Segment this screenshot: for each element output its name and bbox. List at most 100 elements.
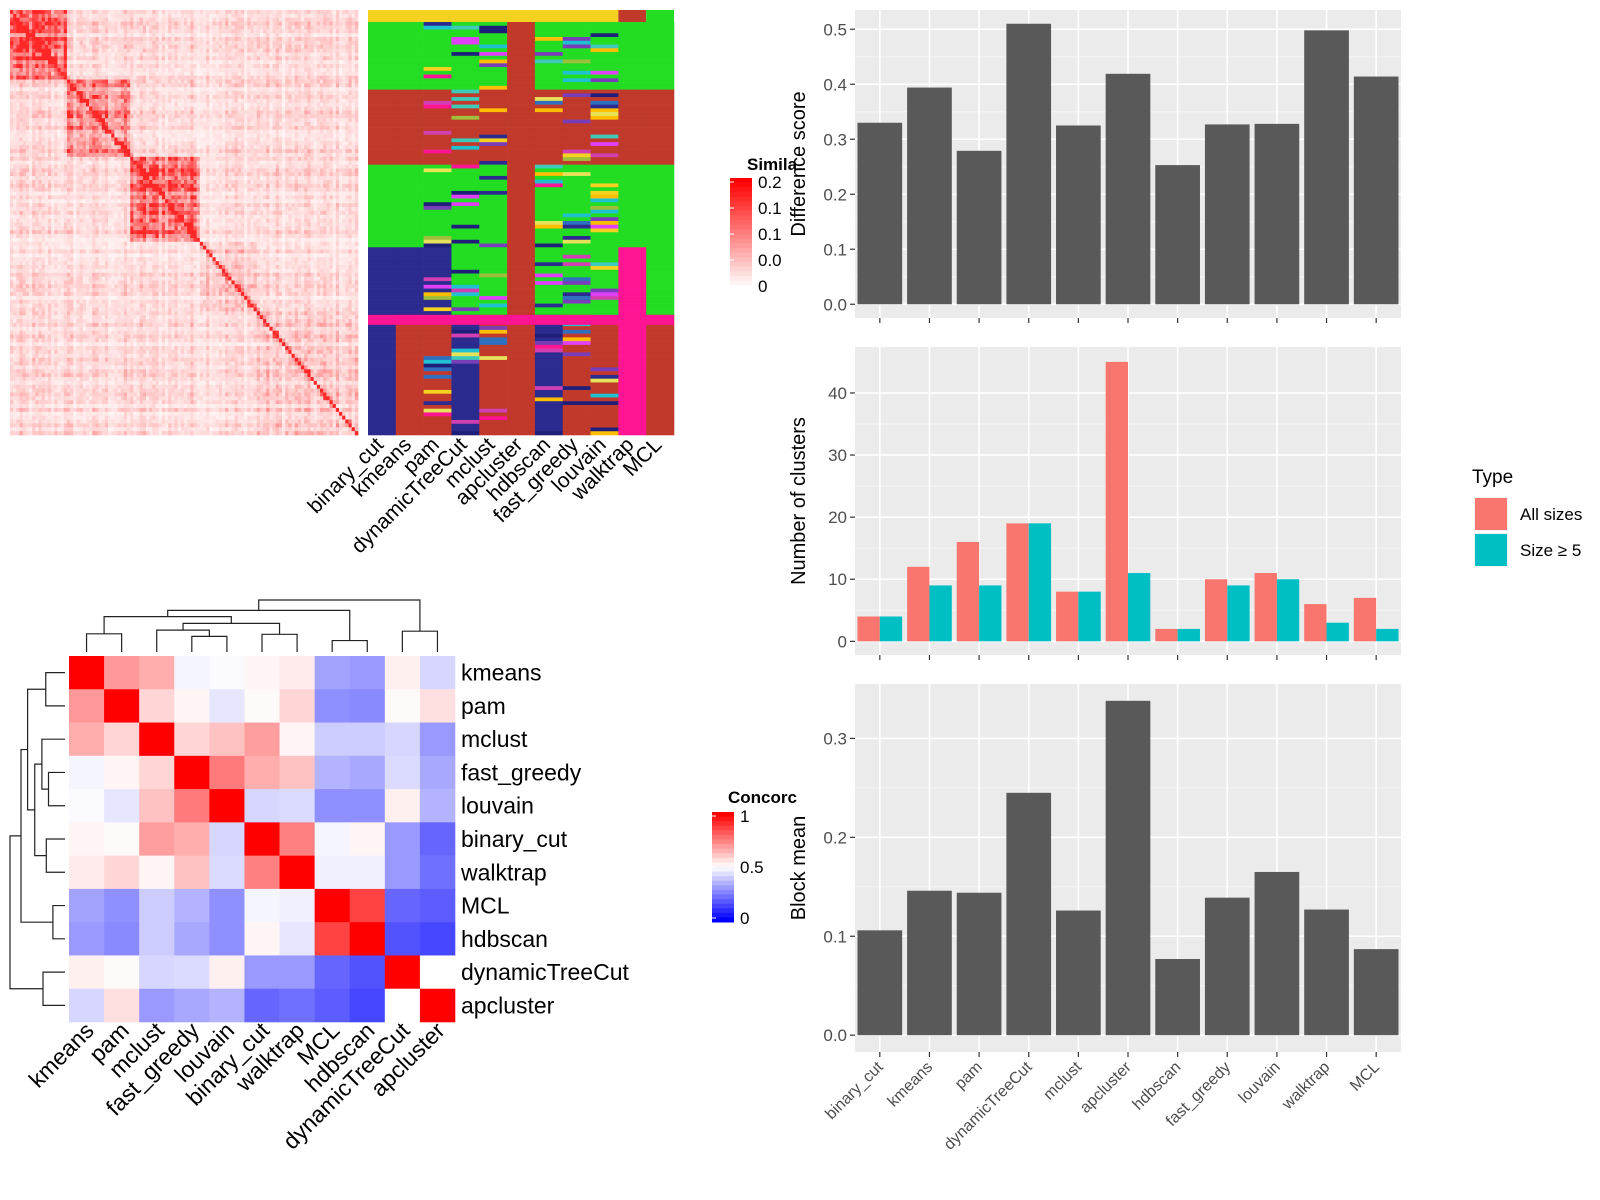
similarity-cell: [161, 106, 166, 111]
similarity-cell: [152, 122, 156, 127]
similarity-cell: [152, 125, 156, 131]
similarity-cell: [13, 56, 17, 61]
similarity-cell: [313, 48, 318, 53]
similarity-cell: [146, 98, 150, 104]
similarity-cell: [323, 21, 327, 26]
similarity-cell: [291, 52, 296, 57]
similarity-cell: [25, 110, 30, 115]
similarity-cell: [171, 60, 175, 65]
similarity-cell: [136, 122, 141, 127]
similarity-cell: [98, 133, 103, 138]
similarity-cell: [10, 122, 14, 127]
similarity-cell: [301, 98, 305, 104]
similarity-cell: [225, 176, 229, 181]
similarity-cell: [92, 172, 96, 177]
similarity-cell: [85, 56, 90, 61]
similarity-cell: [10, 10, 14, 15]
similarity-cell: [82, 114, 87, 119]
similarity-cell: [133, 98, 137, 104]
similarity-cell: [165, 52, 169, 57]
similarity-cell: [44, 106, 49, 111]
similarity-cell: [38, 56, 42, 61]
similarity-cell: [278, 102, 283, 107]
similarity-cell: [63, 37, 68, 42]
similarity-cell: [345, 60, 349, 65]
similarity-cell: [133, 149, 137, 154]
similarity-cell: [285, 17, 289, 22]
similarity-cell: [272, 48, 277, 53]
similarity-cell: [240, 129, 245, 134]
similarity-cell: [259, 176, 264, 181]
similarity-cell: [332, 164, 337, 169]
similarity-cell: [146, 52, 150, 57]
similarity-cell: [307, 149, 311, 154]
similarity-cell: [288, 180, 292, 185]
similarity-cell: [193, 48, 197, 53]
similarity-cell: [123, 133, 128, 138]
similarity-cell: [101, 118, 106, 123]
similarity-cell: [335, 91, 340, 96]
similarity-cell: [25, 21, 30, 26]
similarity-cell: [142, 129, 147, 134]
similarity-cell: [136, 118, 141, 123]
similarity-cell: [310, 33, 315, 38]
similarity-cell: [161, 87, 166, 92]
similarity-cell: [199, 13, 204, 19]
similarity-cell: [168, 48, 172, 53]
similarity-cell: [332, 110, 337, 115]
similarity-cell: [149, 122, 153, 127]
similarity-cell: [47, 37, 52, 42]
similarity-cell: [95, 180, 99, 185]
similarity-cell: [307, 106, 311, 111]
similarity-cell: [196, 145, 201, 150]
similarity-cell: [155, 21, 160, 26]
similarity-cell: [92, 129, 96, 134]
similarity-cell: [82, 91, 87, 96]
similarity-cell: [269, 33, 273, 38]
similarity-cell: [57, 106, 61, 111]
similarity-cell: [171, 129, 175, 134]
similarity-cell: [10, 125, 14, 131]
similarity-cell: [250, 129, 254, 134]
similarity-cell: [310, 17, 315, 22]
similarity-cell: [212, 102, 216, 107]
similarity-cell: [304, 98, 308, 104]
similarity-cell: [225, 122, 229, 127]
similarity-cell: [240, 149, 245, 154]
similarity-cell: [10, 56, 14, 61]
similarity-cell: [196, 95, 201, 100]
similarity-cell: [25, 37, 30, 42]
similarity-cell: [231, 172, 235, 177]
similarity-cell: [218, 141, 223, 146]
similarity-cell: [269, 64, 273, 69]
similarity-cell: [202, 71, 207, 77]
similarity-cell: [51, 83, 55, 88]
similarity-cell: [354, 102, 359, 107]
similarity-cell: [316, 10, 321, 15]
similarity-cell: [95, 75, 99, 80]
similarity-cell: [19, 25, 23, 30]
similarity-cell: [259, 37, 264, 42]
similarity-cell: [202, 95, 207, 100]
similarity-cell: [10, 129, 14, 134]
similarity-cell: [184, 149, 188, 154]
similarity-cell: [13, 48, 17, 53]
similarity-cell: [168, 21, 172, 26]
similarity-cell: [237, 141, 242, 146]
similarity-cell: [250, 25, 254, 30]
similarity-cell: [310, 29, 315, 34]
similarity-cell: [41, 29, 46, 34]
similarity-cell: [16, 168, 20, 173]
similarity-cell: [215, 118, 220, 123]
similarity-cell: [228, 152, 232, 158]
similarity-cell: [297, 133, 302, 138]
similarity-cell: [196, 102, 201, 107]
similarity-cell: [202, 129, 207, 134]
similarity-cell: [266, 37, 270, 42]
similarity-cell: [149, 168, 153, 173]
similarity-cell: [212, 67, 216, 73]
similarity-cell: [82, 21, 87, 26]
similarity-cell: [199, 17, 204, 22]
similarity-cell: [307, 118, 311, 123]
similarity-cell: [263, 149, 267, 154]
